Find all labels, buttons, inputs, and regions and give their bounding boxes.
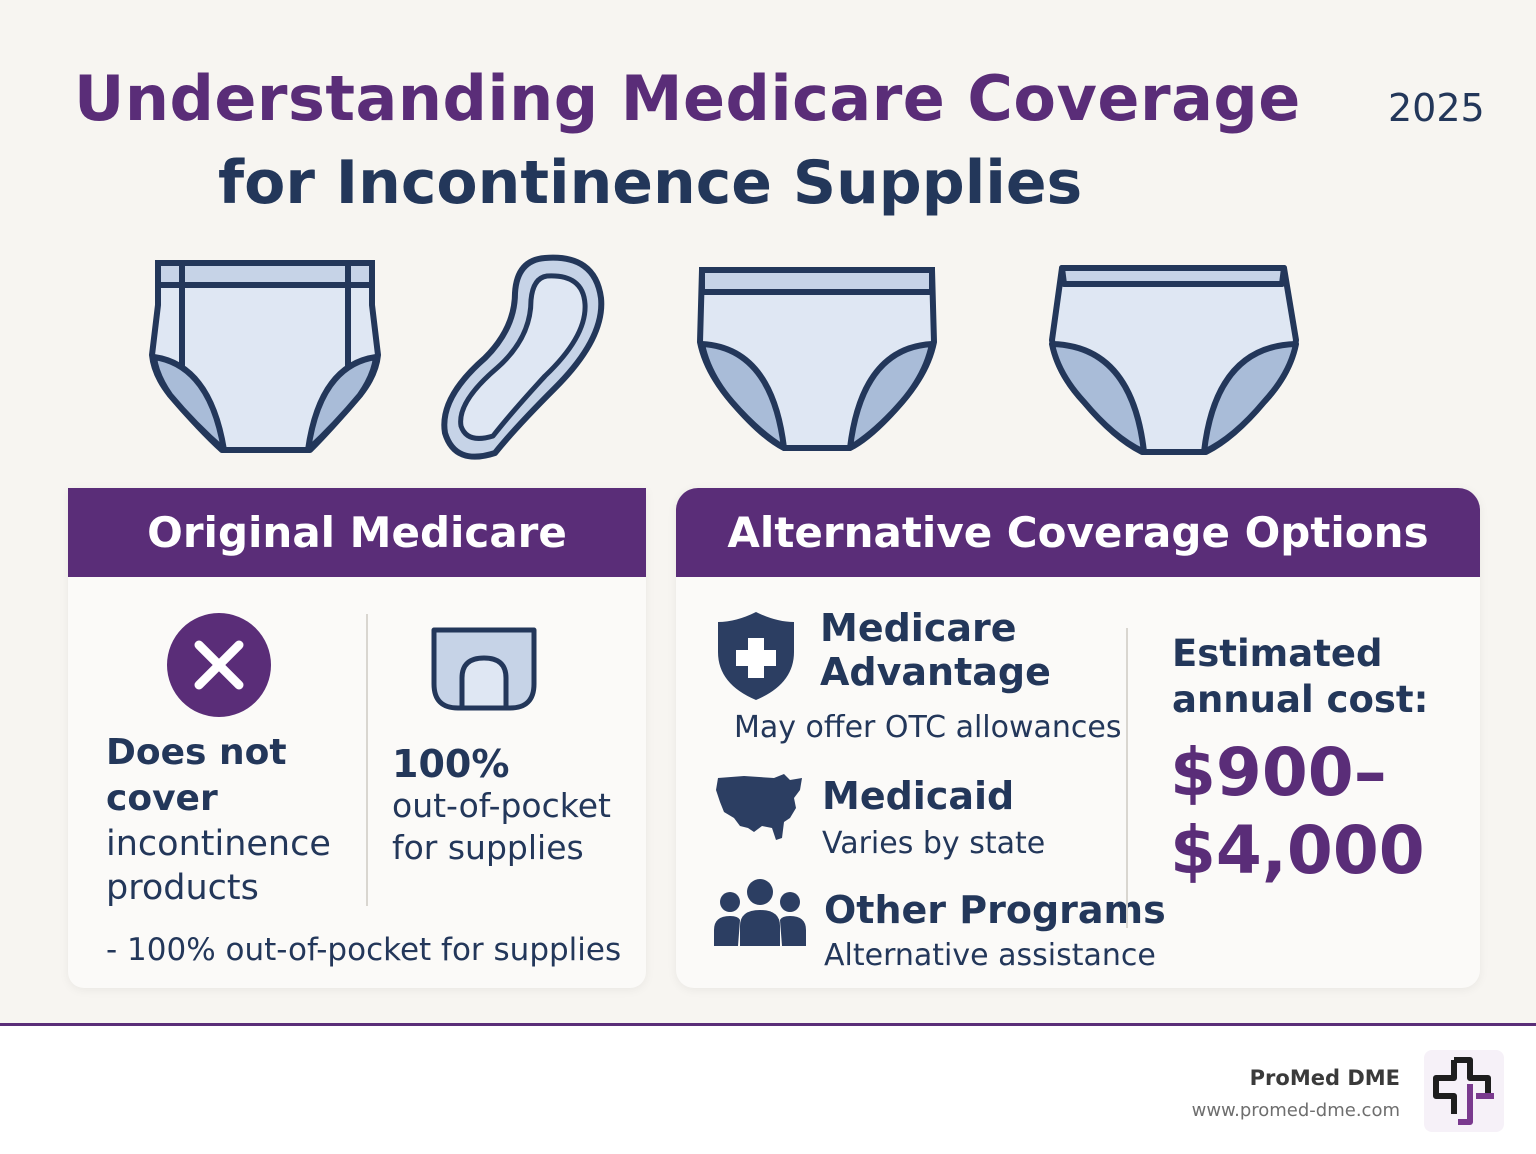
original-medicare-panel: Original Medicare Does not cover inconti… (68, 488, 646, 988)
medicare-advantage-title-line2: Advantage (820, 650, 1051, 694)
brief-small-icon (431, 627, 537, 711)
page-title: Understanding Medicare Coverage (74, 62, 1301, 135)
x-circle-icon (167, 613, 271, 717)
people-group-icon (714, 879, 806, 946)
alternative-coverage-heading: Alternative Coverage Options (676, 488, 1480, 577)
bottom-note: - 100% out-of-pocket for supplies (106, 932, 622, 968)
original-medicare-heading: Original Medicare (68, 488, 646, 577)
pad-icon (441, 254, 605, 460)
medicare-advantage-title-line1: Medicare (820, 606, 1017, 650)
not-cover-text-line2: products (106, 868, 259, 908)
brand-url[interactable]: www.promed-dme.com (1191, 1100, 1400, 1121)
footer: ProMed DME www.promed-dme.com (0, 1026, 1536, 1154)
other-programs-desc: Alternative assistance (824, 938, 1156, 973)
other-programs-title: Other Programs (824, 888, 1166, 932)
protective-underwear-icon (1049, 265, 1299, 455)
page-subtitle: for Incontinence Supplies (218, 148, 1083, 218)
oop-text-line1: out-of-pocket (392, 786, 611, 825)
us-map-icon (716, 774, 802, 840)
not-cover-bold-line1: Does not (106, 732, 287, 773)
left-divider (366, 614, 368, 906)
pull-up-brief-icon (149, 260, 381, 453)
footer-divider (0, 1023, 1536, 1026)
cost-label-line2: annual cost: (1172, 678, 1429, 721)
medicaid-title: Medicaid (822, 774, 1015, 818)
cost-high: $4,000 (1170, 812, 1425, 889)
not-cover-bold-line2: cover (106, 778, 218, 819)
year-label: 2025 (1388, 86, 1485, 130)
medicare-advantage-desc: May offer OTC allowances (734, 710, 1122, 745)
shield-plus-icon (718, 612, 794, 700)
oop-text-line2: for supplies (392, 828, 584, 867)
brief-icon (697, 267, 937, 451)
medicaid-desc: Varies by state (822, 826, 1046, 861)
brand-name: ProMed DME (1249, 1066, 1400, 1090)
right-divider (1126, 628, 1128, 928)
cost-label-line1: Estimated (1172, 632, 1383, 675)
promed-logo-icon (1424, 1050, 1504, 1132)
not-cover-text-line1: incontinence (106, 824, 331, 864)
cost-low: $900– (1170, 734, 1387, 811)
alternative-coverage-panel: Alternative Coverage Options Medicare Ad… (676, 488, 1480, 988)
oop-percent: 100% (392, 742, 510, 786)
